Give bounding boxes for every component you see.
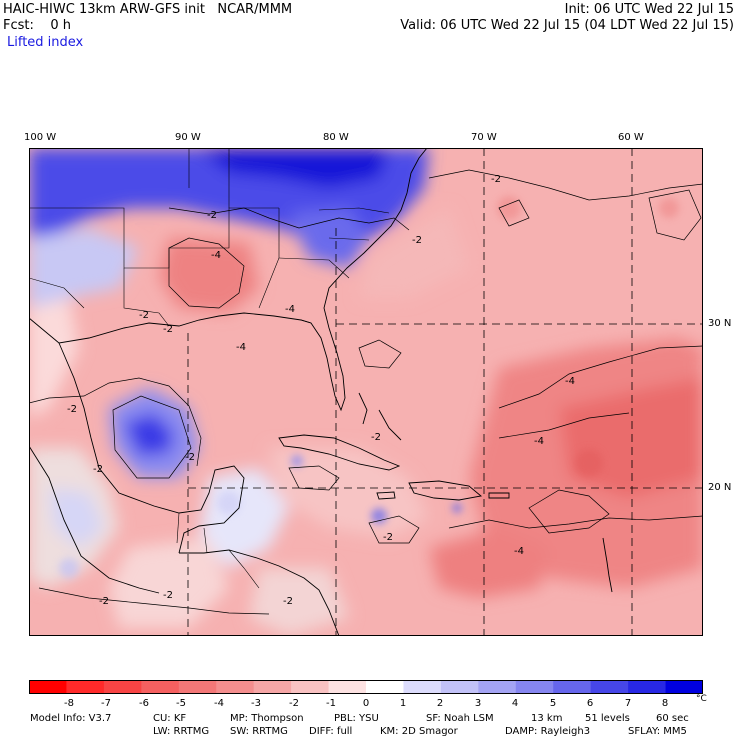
colorbar-segment	[253, 680, 292, 694]
colorbar-segment	[103, 680, 142, 694]
lon-label-90w: 90 W	[175, 132, 201, 143]
contour-label: -2	[163, 590, 173, 601]
colorbar-label: -3	[251, 698, 261, 709]
lon-label-70w: 70 W	[471, 132, 497, 143]
colorbar-label: -4	[214, 698, 224, 709]
map-frame	[29, 148, 703, 636]
lat-lon-grid	[187, 148, 703, 636]
eddy-coefficient-option: KM: 2D Smagor	[380, 726, 458, 737]
colorbar-label: 6	[586, 698, 594, 709]
contour-label: -2	[163, 324, 173, 335]
contour-label: -4	[285, 304, 295, 315]
colorbar-segment	[328, 680, 367, 694]
colorbar-segment	[66, 680, 105, 694]
colorbar-segment	[515, 680, 554, 694]
colorbar-label: -2	[289, 698, 299, 709]
contour-label: -2	[67, 404, 77, 415]
colorbar-label: -6	[139, 698, 149, 709]
field-name: Lifted index	[7, 35, 84, 50]
coastlines	[29, 148, 613, 636]
colorbar-label: 4	[511, 698, 519, 709]
colorbar-frame	[29, 680, 703, 694]
colorbar-segment	[553, 680, 592, 694]
lifted-index-map: -2 -2 -2 -2 -2 -4 -4 -4 -4 -4 -2 -2 -2 -…	[29, 148, 703, 636]
colorbar-segment	[141, 680, 180, 694]
colorbar-label: -1	[326, 698, 336, 709]
colorbar-segment	[665, 680, 703, 694]
colorbar-label: 8	[661, 698, 669, 709]
lon-label-100w: 100 W	[24, 132, 57, 143]
microphysics-scheme: MP: Thompson	[230, 713, 304, 724]
contour-label: -4	[236, 342, 246, 353]
vertical-levels: 51 levels	[585, 713, 630, 724]
colorbar-segment	[178, 680, 217, 694]
forecast-hour: Fcst: 0 h	[3, 18, 72, 33]
contour-label: -2	[383, 532, 393, 543]
lon-label-60w: 60 W	[618, 132, 644, 143]
longwave-scheme: LW: RRTMG	[153, 726, 210, 737]
colorbar-unit: °C	[696, 694, 707, 704]
color-bar	[29, 680, 703, 694]
contour-label: -4	[565, 376, 575, 387]
time-step: 60 sec	[656, 713, 689, 724]
lon-label-80w: 80 W	[323, 132, 349, 143]
surface-layer-option: SFLAY: MM5	[628, 726, 687, 737]
grid-spacing: 13 km	[531, 713, 563, 724]
contour-label: -2	[93, 464, 103, 475]
surface-scheme: SF: Noah LSM	[426, 713, 494, 724]
contour-label: -2	[185, 452, 195, 463]
colorbar-label: 7	[624, 698, 632, 709]
contour-label: -4	[534, 436, 544, 447]
contour-label: -2	[412, 235, 422, 246]
field-shading	[29, 148, 703, 636]
colorbar-segment	[403, 680, 442, 694]
colorbar-segment	[628, 680, 667, 694]
contour-label: -2	[491, 174, 501, 185]
colorbar-label: -5	[176, 698, 186, 709]
shortwave-scheme: SW: RRTMG	[230, 726, 288, 737]
colorbar-label: 1	[399, 698, 407, 709]
colorbar-label: 2	[436, 698, 444, 709]
colorbar-segment	[590, 680, 629, 694]
colorbar-segment	[366, 680, 404, 694]
init-time: Init: 06 UTC Wed 22 Jul 15	[564, 2, 734, 17]
contour-label: -2	[99, 596, 109, 607]
colorbar-segment	[216, 680, 255, 694]
contour-label-group: -2 -2 -2 -2 -2 -4 -4 -4 -4 -4 -2 -2 -2 -…	[67, 174, 575, 607]
colorbar-segment	[440, 680, 479, 694]
contour-label: -2	[371, 432, 381, 443]
contour-label: -4	[514, 546, 524, 557]
damping-option: DAMP: Rayleigh3	[505, 726, 591, 737]
contours	[29, 169, 703, 615]
contour-label: -2	[207, 210, 217, 221]
model-title: HAIC-HIWC 13km ARW-GFS init NCAR/MMM	[3, 2, 293, 17]
colorbar-label: 0	[362, 698, 370, 709]
contour-label: -2	[283, 596, 293, 607]
lat-label-30n: 30 N	[708, 318, 732, 329]
valid-time: Valid: 06 UTC Wed 22 Jul 15 (04 LDT Wed …	[400, 18, 734, 33]
pbl-scheme: PBL: YSU	[334, 713, 379, 724]
field-speckle	[59, 196, 679, 578]
colorbar-segment	[291, 680, 330, 694]
colorbar-label: -8	[64, 698, 74, 709]
colorbar-label: -7	[101, 698, 111, 709]
colorbar-segment	[29, 680, 67, 694]
colorbar-label: 3	[474, 698, 482, 709]
colorbar-label: 5	[549, 698, 557, 709]
contour-label: -2	[139, 310, 149, 321]
diffusion-option: DIFF: full	[309, 726, 353, 737]
model-info: Model Info: V3.7	[30, 713, 112, 724]
colorbar-segment	[478, 680, 517, 694]
contour-label: -4	[211, 250, 221, 261]
lat-label-20n: 20 N	[708, 482, 732, 493]
cumulus-scheme: CU: KF	[153, 713, 187, 724]
